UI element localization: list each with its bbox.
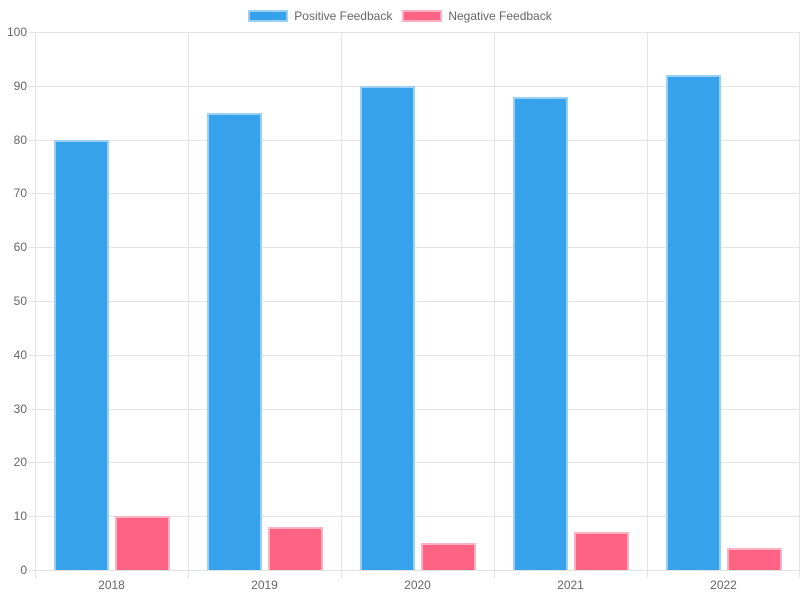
x-axis-tick-label: 2019 [251,578,278,592]
x-tick-mark [341,570,342,578]
y-axis-tick-label: 60 [13,240,27,255]
y-tick-mark [29,516,35,518]
y-axis-tick-label: 30 [13,401,27,416]
y-tick-mark [29,85,35,87]
y-axis-tick-label: 50 [13,294,27,308]
y-tick-mark [29,354,35,356]
y-gridline [35,193,800,195]
y-tick-mark [29,32,35,33]
y-axis-tick-label: 70 [13,186,27,201]
x-gridline [188,32,189,570]
legend-item-negative-feedback[interactable]: Negative Feedback [402,9,552,23]
y-axis-tick-label: 40 [13,347,27,362]
x-gridline [647,32,648,570]
x-tick-mark [647,570,648,578]
x-axis-tick-label: 2022 [710,578,737,592]
y-tick-mark [29,139,35,141]
chart-legend: Positive Feedback Negative Feedback [0,9,800,23]
legend-item-label: Positive Feedback [294,9,393,23]
y-gridline [35,139,800,141]
x-axis-tick-label: 2018 [98,578,125,592]
y-gridline [35,32,800,33]
bar-positive-feedback-2018[interactable] [54,139,109,570]
y-tick-mark [29,570,35,571]
bar-positive-feedback-2019[interactable] [207,112,262,570]
y-tick-mark [29,408,35,410]
x-tick-mark [35,570,36,578]
legend-swatch-icon [402,10,443,22]
y-gridline [35,85,800,87]
y-axis-tick-label: 10 [13,509,27,524]
y-gridline [35,301,800,302]
x-axis-tick-label: 2021 [557,578,584,592]
bar-negative-feedback-2019[interactable] [268,526,323,570]
x-gridline [35,32,36,570]
y-tick-mark [29,193,35,195]
legend-swatch-icon [248,10,289,22]
bar-positive-feedback-2022[interactable] [666,75,721,570]
y-axis-tick-label: 20 [13,455,27,470]
bar-positive-feedback-2021[interactable] [513,96,568,570]
x-tick-mark [188,570,189,578]
bar-negative-feedback-2022[interactable] [727,548,782,570]
y-axis-tick-label: 100 [6,25,27,39]
y-axis-tick-label: 0 [20,563,27,577]
x-gridline [341,32,342,570]
y-gridline [35,354,800,356]
x-tick-mark [494,570,495,578]
y-tick-mark [29,462,35,464]
x-gridline [494,32,495,570]
y-gridline [35,516,800,518]
y-gridline [35,462,800,464]
bar-negative-feedback-2021[interactable] [574,532,629,570]
bar-negative-feedback-2020[interactable] [421,543,476,570]
y-tick-mark [29,247,35,249]
y-tick-mark [29,301,35,302]
legend-item-label: Negative Feedback [448,9,552,23]
bar-negative-feedback-2018[interactable] [115,516,170,570]
y-axis-tick-label: 80 [13,132,27,147]
bar-positive-feedback-2020[interactable] [360,85,415,570]
y-gridline [35,247,800,249]
x-axis-tick-label: 2020 [404,578,431,592]
y-gridline [35,570,800,571]
y-axis-tick-label: 90 [13,78,27,93]
legend-item-positive-feedback[interactable]: Positive Feedback [248,9,392,23]
y-gridline [35,408,800,410]
